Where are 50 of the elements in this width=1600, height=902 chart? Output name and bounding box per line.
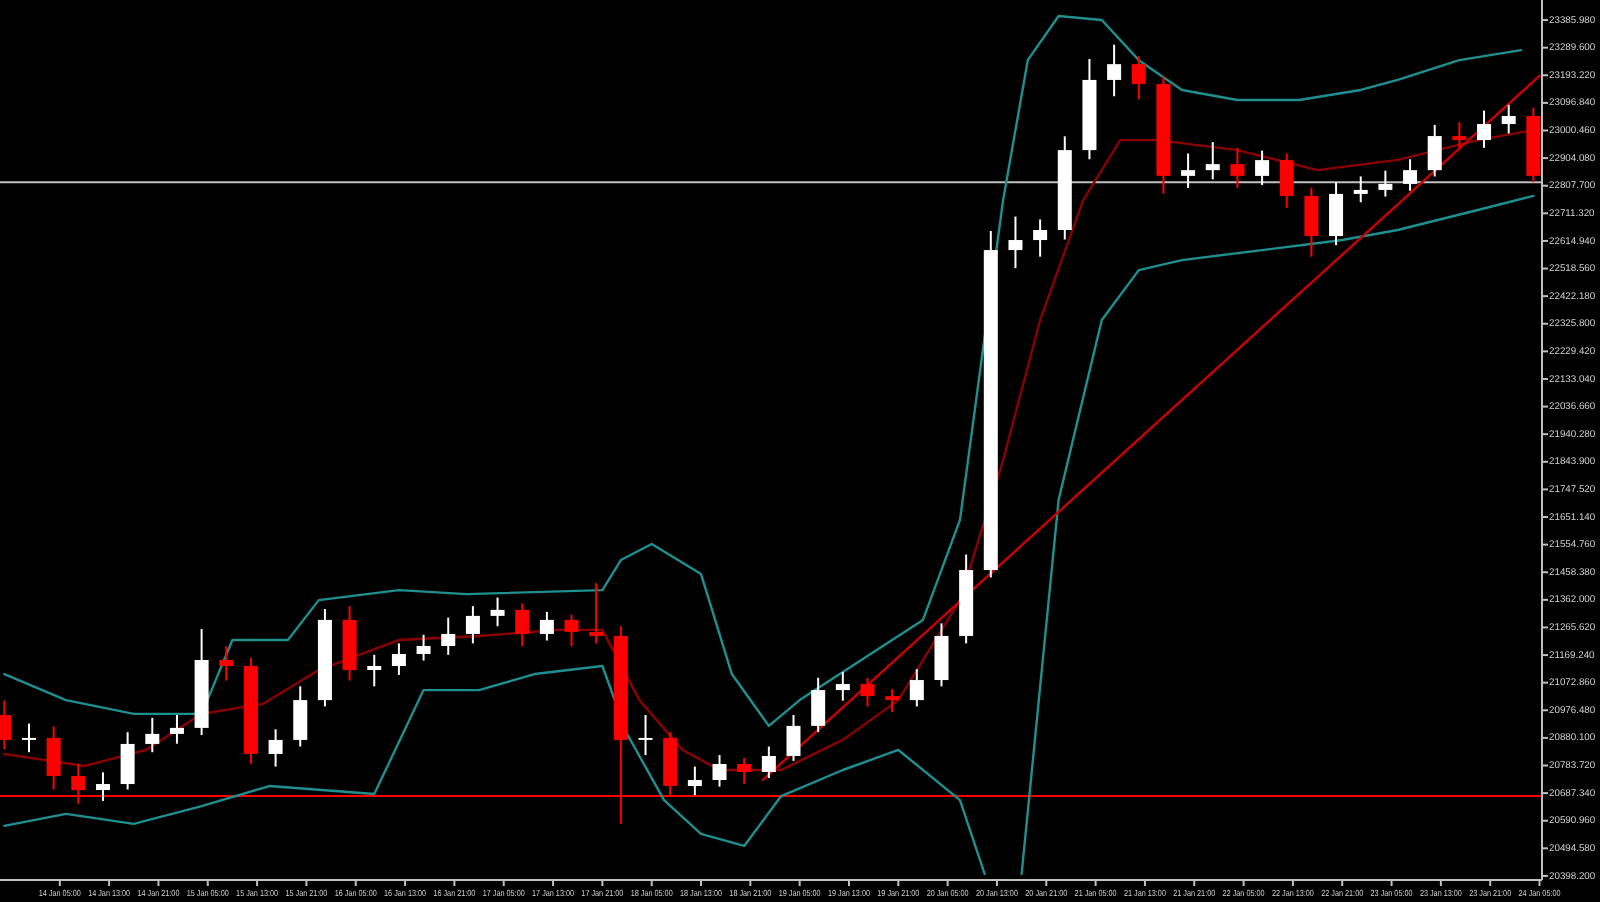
- candlestick: [589, 582, 604, 645]
- candlestick: [1452, 121, 1467, 149]
- candlestick: [1181, 152, 1196, 189]
- candlestick: [1255, 149, 1270, 187]
- candlestick: [564, 613, 579, 648]
- candlestick: [95, 771, 110, 802]
- candlestick: [1279, 152, 1294, 209]
- candlestick: [1033, 218, 1048, 258]
- candlestick: [712, 754, 727, 788]
- candlestick: [21, 722, 36, 754]
- candlestick: [761, 745, 776, 780]
- candlestick: [860, 676, 875, 708]
- candlestick: [169, 714, 184, 745]
- candlestick: [1403, 158, 1418, 192]
- candlestick: [687, 765, 702, 797]
- candlestick: [268, 728, 283, 768]
- candlestick: [1008, 215, 1023, 270]
- candlestick: [539, 610, 554, 642]
- candlestick: [885, 688, 900, 714]
- candlestick: [515, 602, 530, 648]
- candlestick: [219, 645, 234, 682]
- candlestick: [934, 622, 949, 688]
- candlestick: [1329, 181, 1344, 247]
- candlestick: [835, 671, 850, 702]
- candlestick: [1107, 43, 1122, 98]
- candlestick: [1477, 109, 1492, 149]
- candlestick: [367, 653, 382, 688]
- candlestick: [391, 642, 406, 676]
- candlestick: [1353, 175, 1368, 204]
- candlestick: [1378, 169, 1393, 198]
- candlestick: [1230, 146, 1245, 189]
- candlestick: [490, 596, 505, 628]
- candlestick: [293, 685, 308, 748]
- candlestick: [46, 725, 61, 791]
- candlestick: [1205, 141, 1220, 181]
- candlestick: [1304, 186, 1319, 258]
- candlestick: [120, 731, 135, 791]
- candlestick: [1427, 123, 1442, 178]
- candlestick: [416, 633, 431, 662]
- candlestick: [811, 676, 826, 734]
- candlestick: [909, 668, 924, 708]
- candlestick: [786, 714, 801, 762]
- candlestick: [1501, 103, 1516, 135]
- candlestick: [441, 616, 456, 656]
- candlestick: [145, 716, 160, 754]
- candlestick: [1131, 55, 1146, 101]
- candlestick: [638, 714, 653, 757]
- candlestick: [737, 756, 752, 785]
- candlestick: [0, 699, 12, 751]
- candlestick: [465, 605, 480, 645]
